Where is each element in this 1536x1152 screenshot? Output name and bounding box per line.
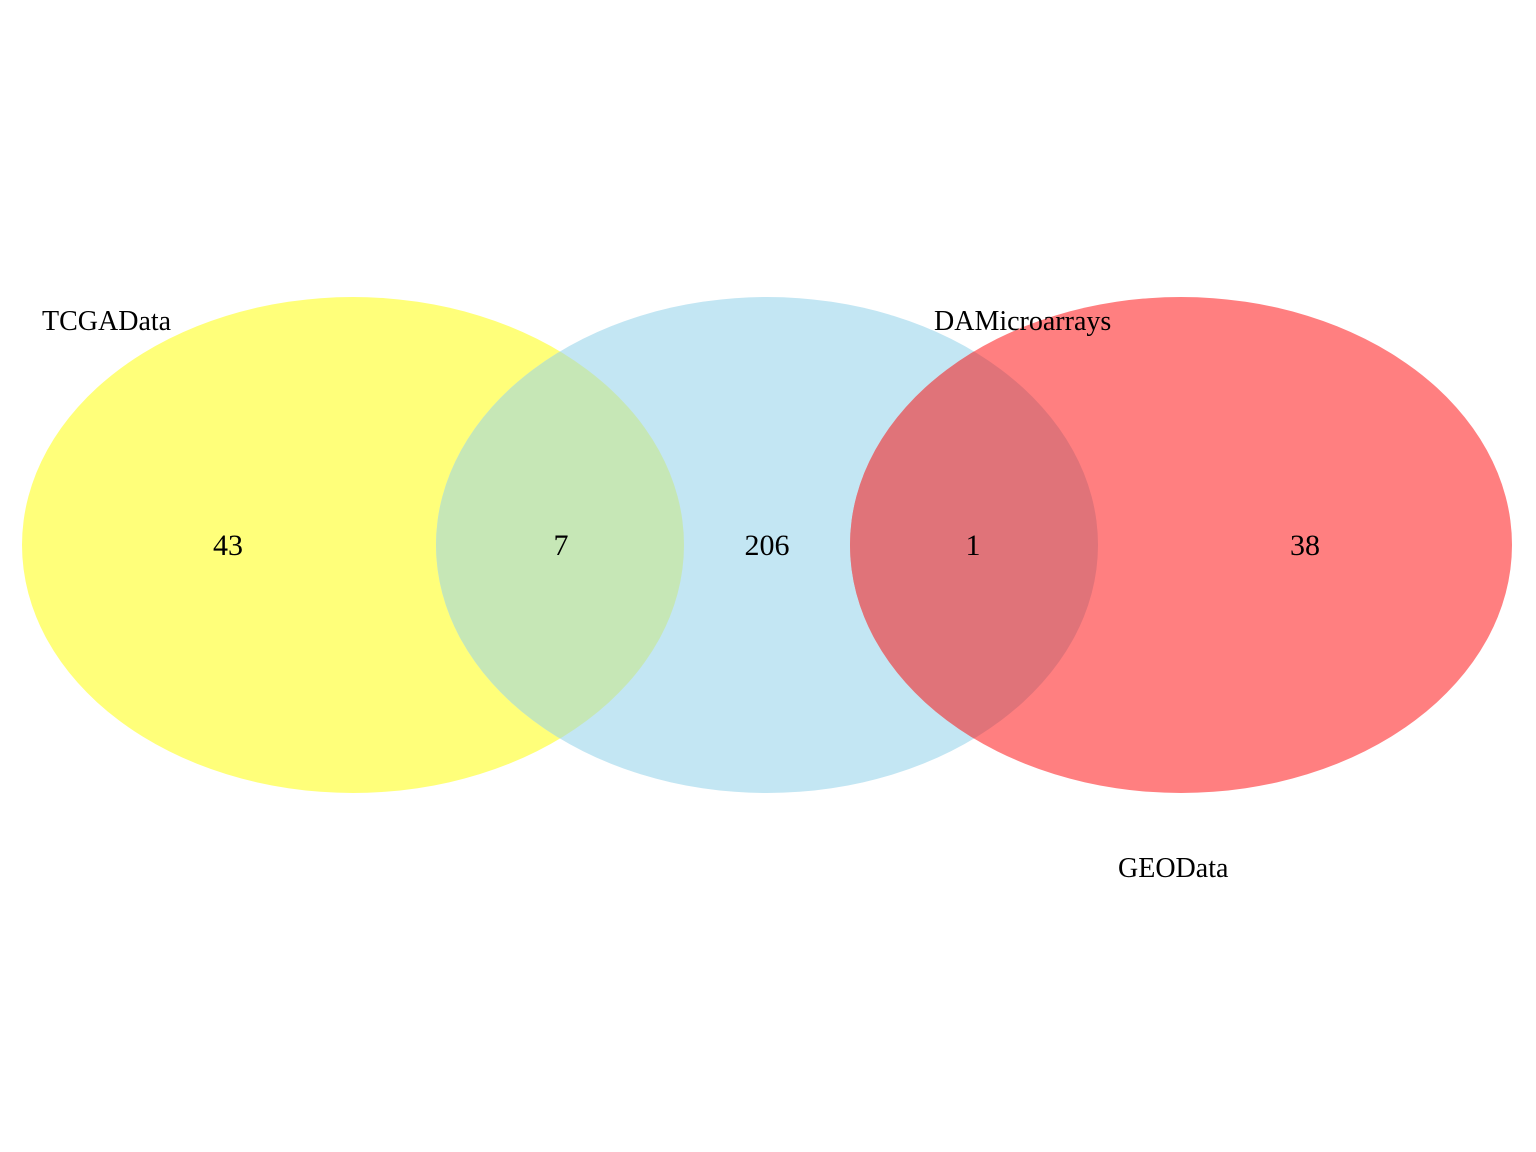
region-count-damicroarrays-geodata: 1 bbox=[966, 529, 981, 562]
damicroarrays-geodata-overlap bbox=[850, 297, 1098, 793]
region-count-tcgadata-damicroarrays: 7 bbox=[554, 529, 569, 562]
set-label-tcgadata: TCGAData bbox=[42, 306, 172, 337]
tcgadata-damicroarrays-overlap bbox=[436, 297, 684, 793]
region-count-damicroarrays-only: 206 bbox=[745, 529, 790, 562]
region-count-tcgadata-only: 43 bbox=[213, 529, 243, 562]
set-label-geodata: GEOData bbox=[1118, 853, 1229, 884]
set-label-damicroarrays: DAMicroarrays bbox=[934, 306, 1111, 337]
region-count-geodata-only: 38 bbox=[1290, 529, 1320, 562]
